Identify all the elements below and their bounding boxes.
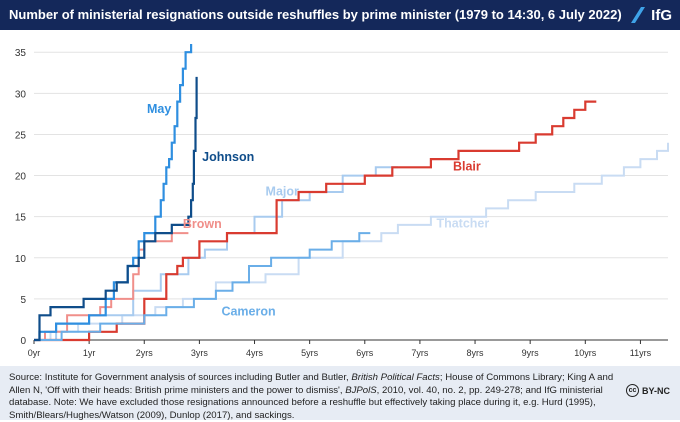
footer: Source: Institute for Government analysi…	[0, 366, 680, 422]
x-tick-label-11: 11yrs	[630, 348, 652, 358]
y-tick-label-25: 25	[15, 130, 27, 141]
series-label-major: Major	[266, 184, 299, 198]
series-line-johnson	[34, 76, 198, 342]
chart-area: 0 5 10 15 20 25 30 35 0yr 1yr 2yrs 3yrs 4yrs 5yrs 6yrs…	[0, 30, 680, 366]
series-label-johnson: Johnson	[202, 150, 254, 164]
source-italic-2: BJPolS	[345, 384, 377, 396]
chart-header: Number of ministerial resignations outsi…	[0, 0, 680, 30]
source-italic-1: British Political Facts	[351, 372, 440, 383]
x-tick-label-2: 2yrs	[136, 348, 154, 358]
x-tick-label-1: 1yr	[83, 348, 96, 358]
license-text: BY-NC	[641, 385, 670, 396]
x-tick-label-10: 10yrs	[574, 348, 597, 358]
series-label-may: May	[147, 102, 171, 116]
source-text-1-end: ; House of Commons Library;	[439, 372, 565, 383]
x-tick-label-4: 4yrs	[246, 348, 264, 358]
series-label-thatcher: Thatcher	[436, 216, 489, 230]
y-tick-label-35: 35	[15, 48, 27, 59]
source-text-3: pp. 249-278; and IfG ministerial databas…	[9, 384, 603, 421]
y-tick-label-30: 30	[15, 89, 27, 100]
logo-text: IfG	[651, 6, 672, 24]
x-tick-label-0: 0yr	[28, 348, 41, 358]
y-tick-label-20: 20	[15, 172, 27, 183]
series-line-cameron	[34, 232, 371, 341]
y-tick-label-10: 10	[15, 254, 27, 265]
series-line-may	[34, 44, 193, 342]
x-tick-label-6: 6yrs	[356, 348, 374, 358]
series-label-blair: Blair	[453, 160, 481, 174]
y-tick-label-5: 5	[20, 295, 26, 306]
x-tick-label-7: 7yrs	[411, 348, 429, 358]
x-tick-label-9: 9yrs	[522, 348, 540, 358]
source-text-2: King A and Allen N, 'Off with their head…	[9, 372, 614, 396]
y-tick-label-0: 0	[20, 336, 26, 347]
y-tick-label-15: 15	[15, 213, 27, 224]
source-note: Source: Institute for Government analysi…	[9, 372, 615, 422]
license-badge: cc BY-NC	[625, 384, 670, 397]
x-tick-label-5: 5yrs	[301, 348, 319, 358]
creative-commons-icon: cc	[625, 384, 639, 397]
series-label-cameron: Cameron	[221, 304, 275, 318]
line-chart: 0 5 10 15 20 25 30 35 0yr 1yr 2yrs 3yrs 4yrs 5yrs 6yrs…	[15, 44, 669, 358]
source-text-1: Source: Institute for Government analysi…	[9, 372, 352, 383]
ifg-slash-icon	[631, 7, 646, 23]
ifg-logo: IfG	[628, 4, 672, 26]
source-text-2-end: , 2010, vol. 40, no. 2,	[376, 384, 467, 396]
x-tick-label-3: 3yrs	[191, 348, 209, 358]
series-label-brown: Brown	[183, 217, 222, 231]
chart-title: Number of ministerial resignations outsi…	[9, 7, 622, 22]
series-line-blair	[34, 100, 597, 342]
x-tick-label-8: 8yrs	[467, 348, 485, 358]
